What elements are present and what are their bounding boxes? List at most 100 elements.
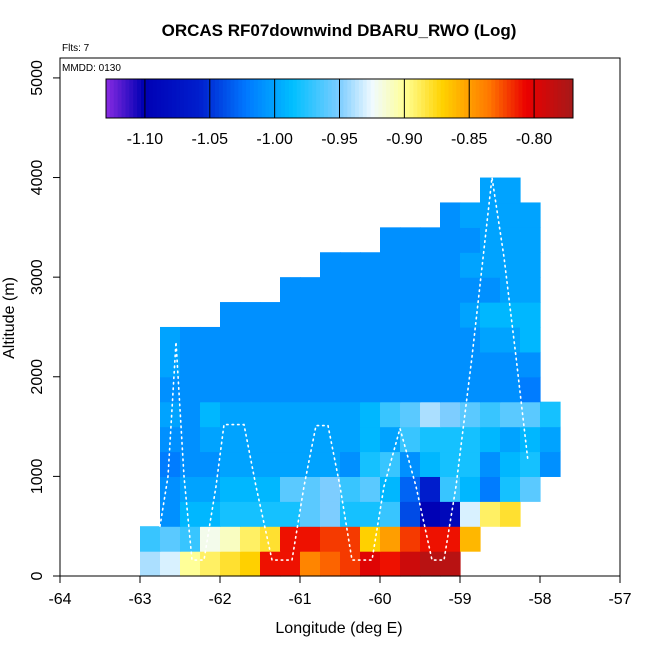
heatmap-cell: [400, 551, 421, 577]
heatmap-cell: [220, 351, 241, 378]
heatmap-cell: [440, 401, 461, 428]
colorbar-segment: [137, 79, 142, 118]
colorbar-segment: [246, 79, 251, 118]
heatmap-cell: [160, 526, 181, 552]
heatmap-cell: [280, 302, 301, 328]
y-tick-label: 2000: [29, 359, 46, 395]
heatmap-cell: [180, 451, 201, 477]
colorbar-segment: [152, 79, 158, 118]
heatmap-cell: [200, 451, 221, 477]
heatmap-cell: [440, 326, 461, 353]
heatmap-cell: [240, 326, 261, 353]
heatmap-cell: [440, 526, 461, 552]
heatmap-cell: [260, 376, 281, 403]
heatmap-cell: [480, 277, 501, 303]
colorbar-segment: [133, 79, 138, 118]
colorbar-segment: [390, 79, 395, 118]
heatmap-cell: [320, 351, 341, 378]
heatmap-cell: [380, 351, 401, 378]
colorbar-segment: [425, 79, 430, 118]
heatmap-cell: [240, 501, 261, 527]
heatmap: [140, 177, 561, 577]
heatmap-cell: [140, 551, 161, 577]
heatmap-cell: [460, 326, 481, 353]
heatmap-cell: [380, 476, 401, 502]
colorbar-segment: [191, 79, 197, 118]
heatmap-cell: [160, 326, 181, 353]
heatmap-cell: [420, 451, 441, 477]
colorbar-segment: [156, 79, 161, 118]
heatmap-cell: [500, 501, 521, 527]
colorbar-tick-label: -0.85: [451, 131, 488, 148]
heatmap-cell: [380, 426, 401, 453]
colorbar-segment: [382, 79, 387, 118]
heatmap-cell: [180, 426, 201, 453]
colorbar-segment: [273, 79, 278, 118]
heatmap-cell: [160, 401, 181, 428]
colorbar-segment: [436, 79, 442, 118]
colorbar-segment: [141, 79, 146, 118]
heatmap-cell: [280, 451, 301, 477]
heatmap-cell: [260, 501, 281, 527]
heatmap-cell: [420, 227, 441, 253]
colorbar-segment: [203, 79, 208, 118]
colorbar-segment: [565, 79, 570, 118]
flights-label: Flts: 7: [62, 43, 90, 54]
colorbar-segment: [281, 79, 286, 118]
heatmap-cell: [320, 326, 341, 353]
heatmap-cell: [380, 302, 401, 328]
x-tick-label: -62: [208, 591, 231, 608]
flight-track: [159, 177, 529, 561]
heatmap-cell: [500, 476, 521, 502]
heatmap-cell: [420, 326, 441, 353]
heatmap-cell: [460, 526, 481, 552]
heatmap-cell: [280, 351, 301, 378]
heatmap-cell: [520, 302, 541, 328]
colorbar-segment: [405, 79, 411, 118]
heatmap-cell: [240, 351, 261, 378]
colorbar-segment: [234, 79, 239, 118]
colorbar-segment: [537, 79, 543, 118]
heatmap-cell: [460, 202, 481, 228]
heatmap-cell: [200, 376, 221, 403]
heatmap-cell: [320, 302, 341, 328]
heatmap-cell: [520, 252, 541, 278]
colorbar-segment: [265, 79, 270, 118]
heatmap-cell: [460, 426, 481, 453]
heatmap-cell: [180, 326, 201, 353]
heatmap-cell: [260, 326, 281, 353]
y-tick-label: 3000: [29, 259, 46, 295]
colorbar-segment: [125, 79, 130, 118]
heatmap-cell: [360, 376, 381, 403]
heatmap-cell: [480, 426, 501, 453]
heatmap-cell: [240, 426, 261, 453]
colorbar-segment: [129, 79, 134, 118]
heatmap-cell: [360, 401, 381, 428]
heatmap-cell: [320, 252, 341, 278]
colorbar-segment: [249, 79, 255, 118]
colorbar-segment: [499, 79, 504, 118]
heatmap-cell: [380, 501, 401, 527]
heatmap-cell: [440, 451, 461, 477]
heatmap-cell: [440, 277, 461, 303]
heatmap-cell: [420, 476, 441, 502]
colorbar-segment: [261, 79, 267, 118]
heatmap-cell: [520, 277, 541, 303]
heatmap-cell: [340, 277, 361, 303]
heatmap-cell: [300, 302, 321, 328]
heatmap-cell: [280, 426, 301, 453]
heatmap-cell: [220, 376, 241, 403]
colorbar-segment: [393, 79, 399, 118]
heatmap-cell: [460, 501, 481, 527]
colorbar-segment: [545, 79, 551, 118]
colorbar-segment: [300, 79, 305, 118]
heatmap-cell: [520, 351, 541, 378]
heatmap-cell: [400, 401, 421, 428]
heatmap-cell: [360, 252, 381, 278]
colorbar-segment: [257, 79, 263, 118]
heatmap-cell: [300, 426, 321, 453]
colorbar-segment: [510, 79, 516, 118]
heatmap-cell: [440, 202, 461, 228]
heatmap-cell: [400, 451, 421, 477]
heatmap-cell: [500, 202, 521, 228]
